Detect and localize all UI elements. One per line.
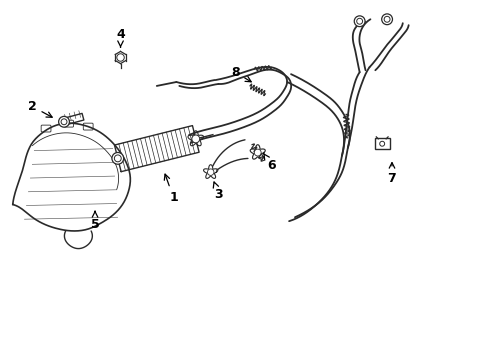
Circle shape bbox=[61, 119, 67, 125]
Circle shape bbox=[384, 16, 389, 22]
Text: 4: 4 bbox=[116, 28, 124, 47]
Text: 2: 2 bbox=[28, 100, 52, 117]
Text: 8: 8 bbox=[230, 66, 251, 82]
Circle shape bbox=[379, 141, 384, 146]
Circle shape bbox=[381, 14, 392, 25]
Circle shape bbox=[59, 116, 69, 127]
FancyBboxPatch shape bbox=[83, 123, 93, 130]
Circle shape bbox=[356, 18, 362, 24]
Circle shape bbox=[191, 135, 199, 143]
Circle shape bbox=[114, 155, 121, 162]
Circle shape bbox=[254, 149, 261, 156]
Circle shape bbox=[353, 16, 365, 27]
Text: 6: 6 bbox=[263, 154, 275, 172]
FancyBboxPatch shape bbox=[374, 138, 389, 149]
Text: 3: 3 bbox=[213, 182, 223, 201]
Text: 7: 7 bbox=[387, 163, 396, 185]
Text: 1: 1 bbox=[164, 174, 178, 204]
Text: 5: 5 bbox=[90, 211, 99, 231]
FancyBboxPatch shape bbox=[41, 125, 51, 132]
Circle shape bbox=[207, 169, 213, 175]
Circle shape bbox=[112, 153, 123, 164]
Circle shape bbox=[117, 54, 124, 61]
FancyBboxPatch shape bbox=[63, 120, 73, 127]
